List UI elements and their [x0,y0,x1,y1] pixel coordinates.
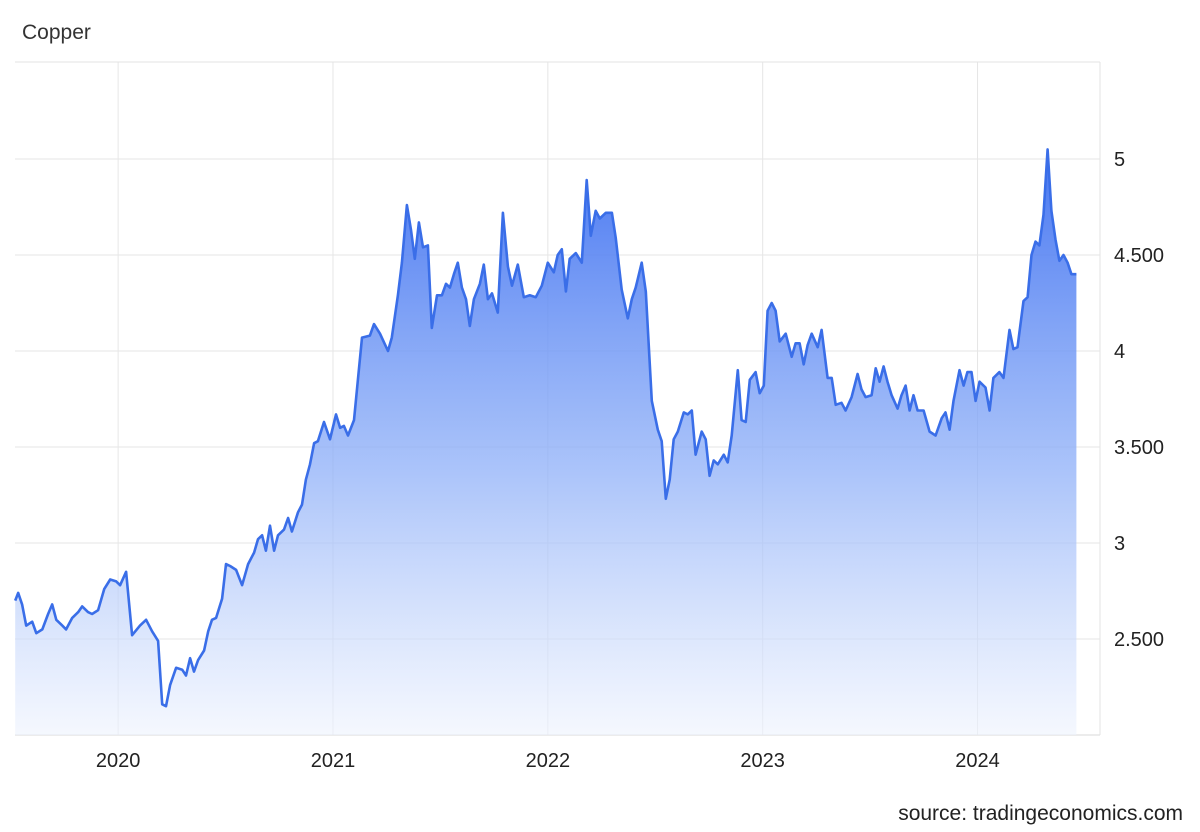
x-tick-label: 2022 [526,750,571,772]
x-tick-label: 2020 [96,750,141,772]
y-tick-label: 5 [1114,149,1125,171]
y-tick-label: 4.500 [1114,245,1164,267]
y-tick-label: 4 [1114,341,1125,363]
x-tick-label: 2021 [311,750,356,772]
x-tick-label: 2024 [955,750,1000,772]
area [15,149,1077,735]
y-tick-label: 3.500 [1114,437,1164,459]
plot [13,148,1077,735]
y-tick-label: 2.500 [1114,629,1164,651]
line [13,148,1077,708]
axis-labels: 2.500 3 3.500 4 4.500 5 2020 2021 2022 2023 2024 [96,149,1164,772]
x-tick-label: 2023 [740,750,785,772]
y-tick-label: 3 [1114,533,1125,555]
source-note: source: tradingeconomics.com [898,802,1183,825]
chart-title: Copper [22,21,91,44]
